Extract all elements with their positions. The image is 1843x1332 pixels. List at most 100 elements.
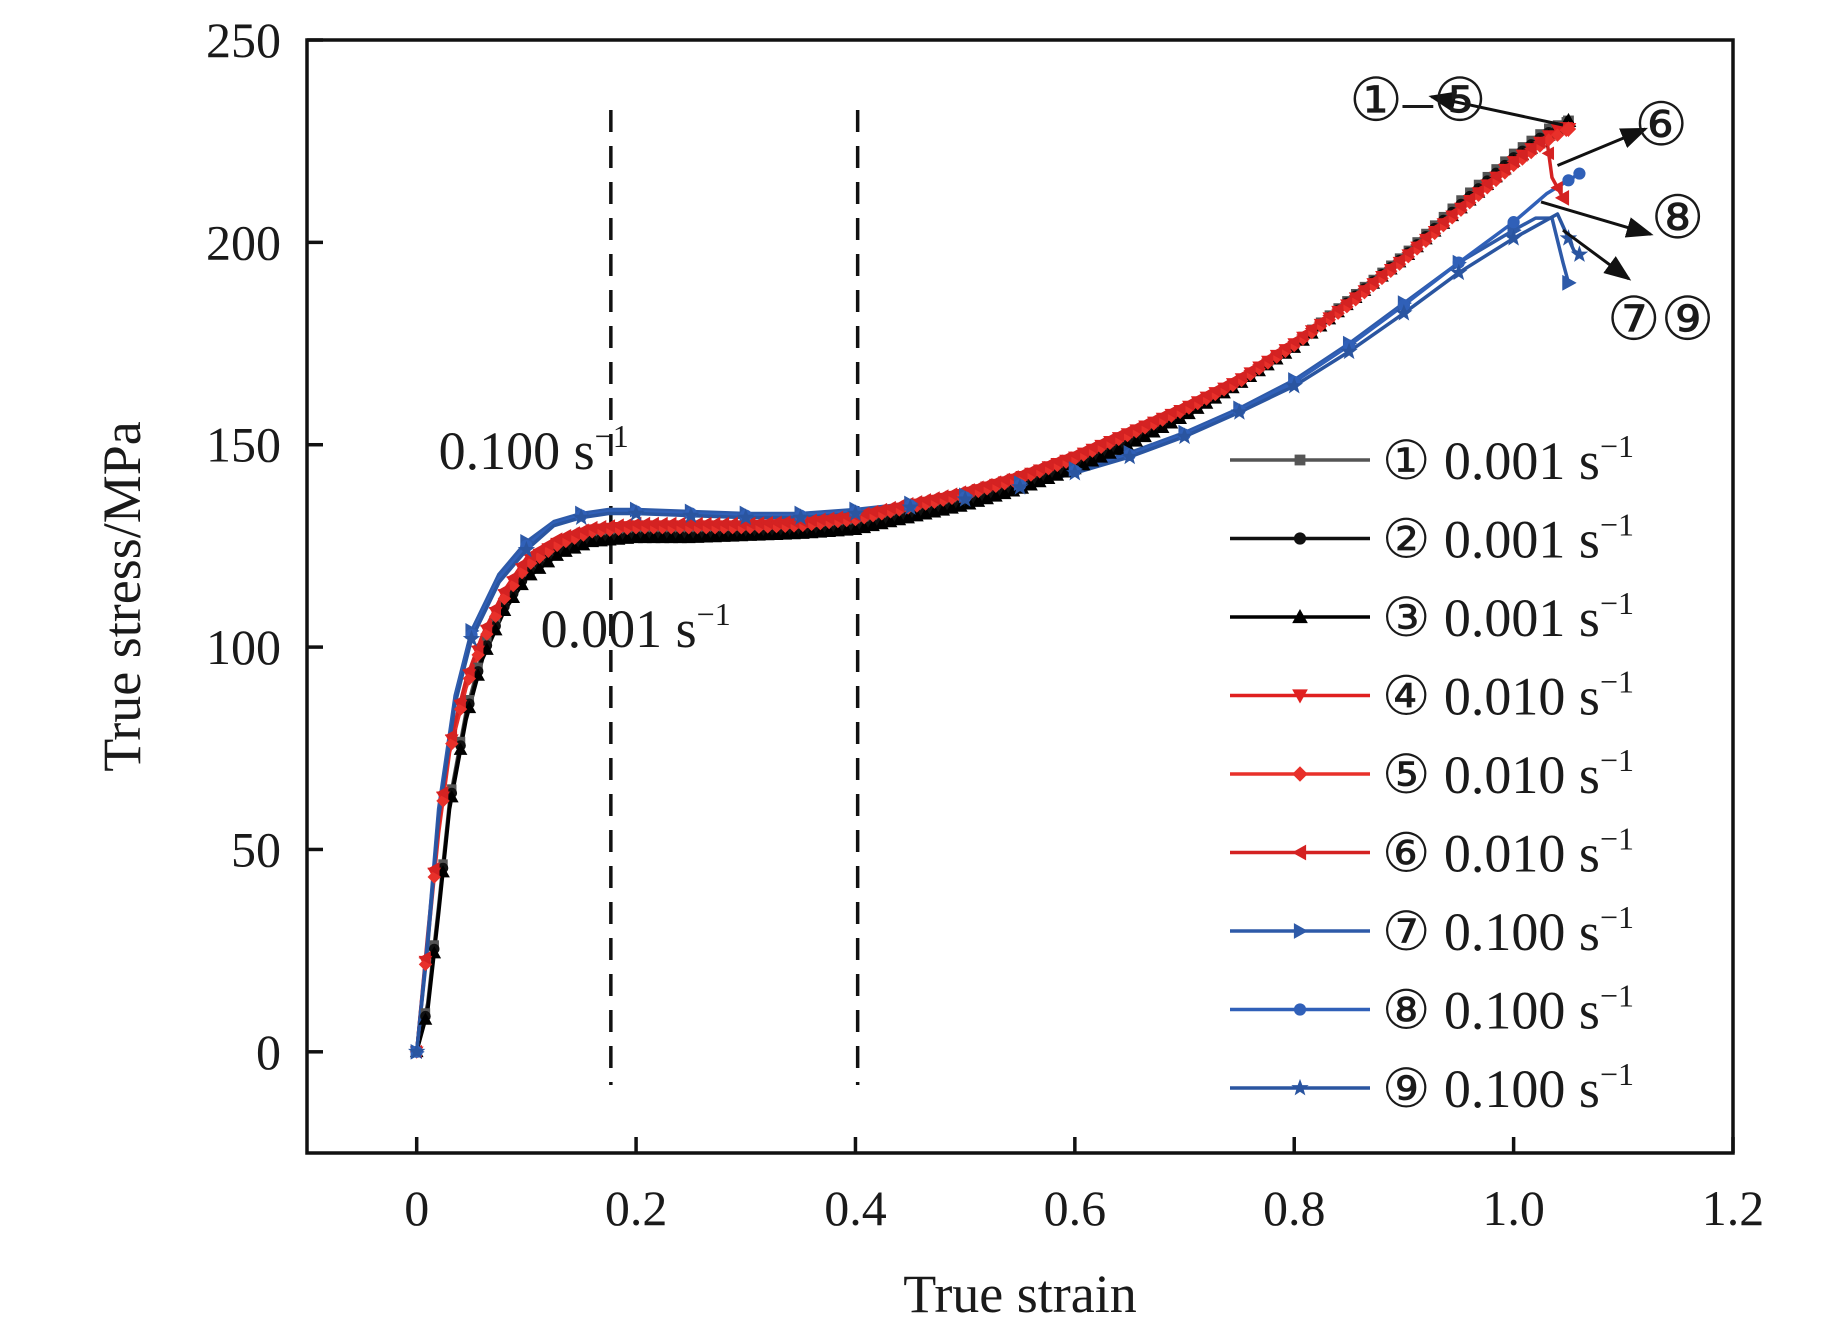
data-point-s3-43: [787, 526, 801, 540]
data-point-s6-11: [506, 570, 519, 585]
data-point-s6-98: [1269, 346, 1282, 361]
callout-arrow-2: [1540, 200, 1654, 238]
data-point-s6-119: [1453, 199, 1467, 213]
data-point-s3-35: [716, 529, 731, 542]
data-point-s6-127: [1524, 141, 1537, 156]
data-point-s3-20: [585, 534, 600, 548]
data-point-s6-69: [1015, 467, 1028, 482]
y-axis-title: True stress/MPa: [92, 421, 152, 772]
data-point-s9-19: [1449, 263, 1468, 281]
markers-layer: [407, 112, 1589, 1060]
data-point-s9-12: [1066, 463, 1084, 481]
data-point-s3-48: [831, 523, 845, 537]
data-point-s3-25: [629, 530, 643, 544]
data-point-s6-101: [1295, 328, 1309, 342]
data-point-s6-10: [497, 583, 510, 598]
data-point-s6-70: [1023, 464, 1037, 478]
data-point-s6-12: [514, 557, 528, 572]
legend-item-3: ③ 0.001 s−1: [1230, 585, 1634, 648]
data-point-s6-79: [1102, 432, 1116, 447]
data-point-s6-113: [1401, 245, 1414, 260]
x-tick-label-0: 0: [404, 1180, 429, 1236]
legend-marker-7: [1293, 923, 1309, 939]
data-point-s3-39: [752, 528, 766, 541]
legend-marker-5: [1292, 766, 1308, 782]
data-point-s3-14: [532, 561, 547, 574]
data-point-s9-1: [462, 629, 481, 647]
data-point-s6-81: [1120, 424, 1133, 439]
x-tick-label-3: 0.6: [1044, 1180, 1107, 1236]
data-point-s9-9: [901, 498, 920, 515]
legend-marker-3: [1292, 608, 1308, 624]
data-point-s6-117: [1436, 214, 1449, 229]
data-point-s6-97: [1260, 352, 1274, 366]
data-point-s3-49: [839, 523, 854, 536]
data-point-s6-77: [1085, 440, 1098, 454]
data-point-s3-76: [1076, 458, 1091, 471]
data-point-s9-6: [737, 508, 755, 526]
callout-arrow-0: [1428, 91, 1564, 127]
data-point-s6-19: [576, 523, 589, 538]
data-point-s6-124: [1497, 162, 1511, 176]
data-point-s6-93: [1225, 374, 1239, 389]
data-point-s6-5: [453, 694, 466, 708]
data-point-s3-29: [664, 530, 679, 544]
data-point-s3-27: [646, 530, 661, 544]
data-point-s6-2: [427, 862, 440, 876]
data-point-s3-23: [611, 532, 626, 545]
data-point-s6-112: [1392, 253, 1405, 267]
data-point-s3-5: [453, 742, 468, 755]
data-point-s3-4: [444, 790, 459, 803]
data-point-s6-54: [883, 500, 896, 515]
data-point-s3-73: [1050, 468, 1065, 481]
plot-frame: [305, 38, 1735, 1155]
data-point-s3-45: [804, 525, 819, 539]
data-point-s6-65: [980, 477, 993, 492]
rate-annotation-1: 0.001 s−1: [541, 596, 731, 659]
data-point-s6-121: [1471, 184, 1484, 199]
data-point-s6-52: [865, 504, 879, 519]
legend-label-2: ② 0.001 s−1: [1382, 507, 1634, 570]
data-point-s8-20: [1507, 216, 1520, 229]
data-point-s6-16: [550, 532, 563, 547]
legend-marker-8: [1293, 1003, 1307, 1016]
data-point-s9-0: [407, 1042, 426, 1060]
data-point-s7-end: [1562, 274, 1577, 291]
legend-item-4: ④ 0.010 s−1: [1230, 664, 1634, 727]
data-point-s9-16: [1285, 376, 1304, 394]
data-point-s3-38: [743, 528, 758, 541]
data-point-s6-64: [971, 480, 984, 495]
x-tick-label-5: 1.0: [1482, 1180, 1545, 1236]
x-tick-label-6: 1.2: [1702, 1180, 1765, 1236]
data-point-s6-105: [1331, 302, 1344, 316]
data-point-s6-122: [1480, 176, 1493, 191]
data-point-s3-2: [427, 946, 442, 959]
data-point-s6-115: [1418, 230, 1432, 244]
data-point-s6-75: [1067, 447, 1081, 462]
data-point-s3-46: [813, 525, 828, 538]
data-point-s6-1: [418, 951, 431, 965]
data-point-s9-14: [1175, 427, 1194, 445]
data-point-s6-76: [1076, 444, 1089, 458]
data-point-s3-19: [576, 538, 591, 551]
data-point-s6-51: [857, 506, 870, 521]
data-point-s3-11: [506, 590, 521, 604]
legend-label-7: ⑦ 0.100 s−1: [1382, 899, 1634, 962]
data-point-s3-36: [725, 529, 740, 542]
data-point-s9-21: [1559, 229, 1578, 246]
data-point-s6-94: [1234, 369, 1247, 384]
data-point-s6-102: [1304, 321, 1318, 336]
legend-item-9: ⑨ 0.100 s−1: [1230, 1056, 1634, 1119]
callout-arrow-3: [1562, 229, 1632, 281]
legend-label-9: ⑨ 0.100 s−1: [1382, 1056, 1634, 1119]
data-point-s6-78: [1094, 436, 1107, 451]
data-point-s3-15: [541, 555, 556, 568]
data-point-s9-17: [1340, 342, 1358, 360]
legend-marker-1: [1294, 454, 1306, 466]
data-point-s3-37: [734, 528, 749, 542]
callout-arrow-1: [1556, 127, 1649, 167]
data-point-s3-28: [655, 530, 670, 544]
data-point-s6-end: [1554, 189, 1570, 206]
x-tick-label-4: 0.8: [1263, 1180, 1326, 1236]
